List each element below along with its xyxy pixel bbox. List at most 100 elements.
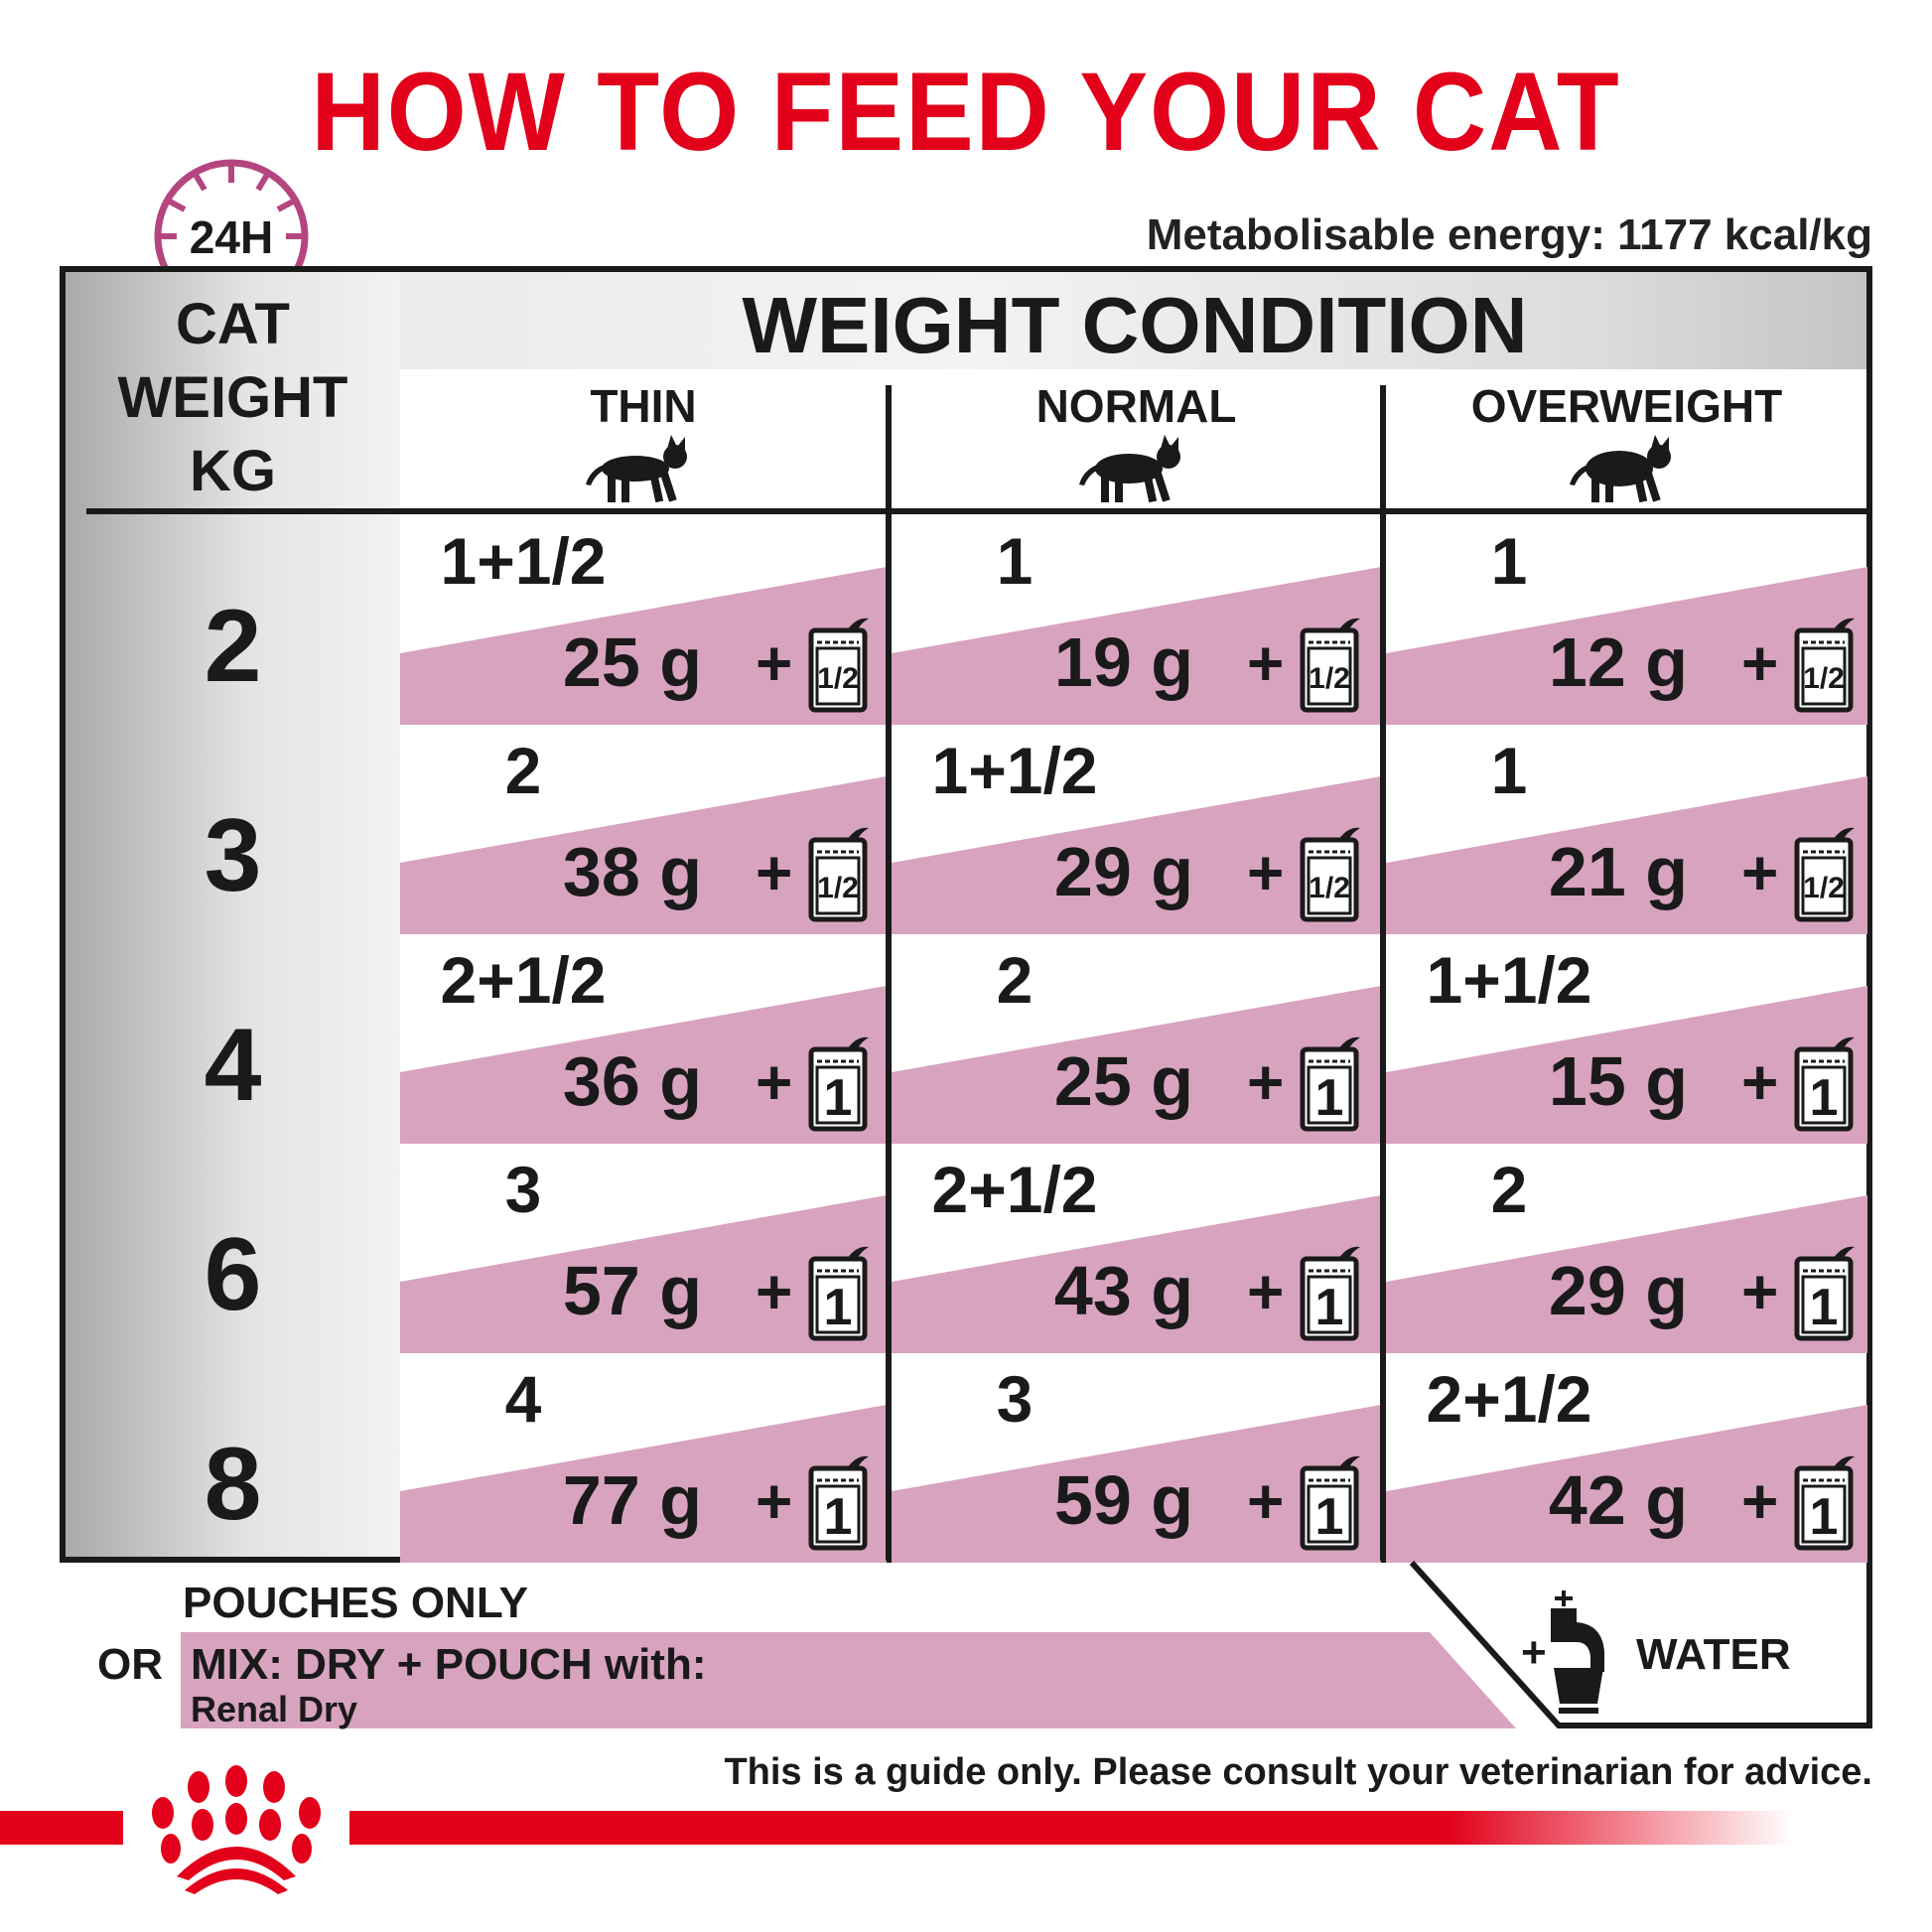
dry-grams: 77 g [562,1461,702,1539]
pouch-count: 4 [504,1362,542,1436]
svg-text:1/2: 1/2 [1803,662,1845,695]
pouch-icon: 1/2 [808,618,869,713]
clock-label: 24H [189,211,274,263]
svg-text:1: 1 [824,1279,853,1336]
pouch-icon: 1 [808,1455,869,1551]
table-cell: 1 21 g + 1/2 [1386,725,1867,934]
pouch-icon: 1/2 [1794,827,1855,922]
dry-grams: 57 g [562,1252,702,1329]
dry-grams: 43 g [1053,1252,1193,1329]
pink-band [892,776,1381,934]
table-cell: 2+1/2 42 g + 1 [1386,1353,1867,1563]
table-cell: 1 19 g + 1/2 [892,515,1381,725]
dry-grams: 25 g [1053,1042,1193,1120]
table-cell: 2 38 g + 1/2 [400,725,887,934]
cat-silhouette-icon [1569,435,1671,503]
table-cell: 2+1/2 36 g + 1 [400,934,887,1144]
pink-band [1386,1405,1867,1563]
plus-sign: + [1247,1046,1285,1118]
dry-grams: 42 g [1548,1461,1688,1539]
pouch-count: 1+1/2 [931,734,1098,807]
pink-band [892,986,1381,1144]
svg-text:1: 1 [1315,1069,1344,1127]
or-label: OR [97,1640,163,1689]
pouch-count: 1 [1490,524,1528,598]
metabolisable-energy: Metabolisable energy: 1177 kcal/kg [1146,210,1872,259]
pink-band [1386,776,1867,934]
column-header-overweight: OVERWEIGHT [1386,379,1867,515]
svg-text:1: 1 [1315,1279,1344,1336]
pouch-icon: 1 [808,1036,869,1132]
svg-text:1/2: 1/2 [1803,872,1845,904]
pouch-count: 2 [504,734,542,807]
pouch-icon: 1 [1794,1036,1855,1132]
table-cell: 2 25 g + 1 [892,934,1381,1144]
pouch-count: 2+1/2 [440,943,607,1017]
cat-silhouette-icon [586,435,687,503]
pink-band [892,567,1381,725]
disclaimer: This is a guide only. Please consult you… [724,1751,1872,1793]
plus-sign: + [1247,627,1285,699]
pink-band [1386,1195,1867,1353]
pouch-count: 2+1/2 [931,1153,1098,1226]
dry-grams: 59 g [1053,1461,1193,1539]
svg-text:1/2: 1/2 [817,662,859,695]
svg-text:1/2: 1/2 [1309,872,1350,904]
pink-band [892,1405,1381,1563]
pouch-count: 1 [996,524,1034,598]
mix-product: Renal Dry [191,1689,358,1729]
dry-grams: 38 g [562,833,702,910]
weight-header-line: KG [190,439,276,503]
weight-header-line: WEIGHT [117,365,348,430]
pouch-icon: 1 [808,1246,869,1341]
dry-grams: 21 g [1548,833,1688,910]
pouch-count: 1 [1490,734,1528,807]
table-cell: 4 77 g + 1 [400,1353,887,1563]
pouch-count: 1+1/2 [1426,943,1592,1017]
table-cell: 2+1/2 43 g + 1 [892,1144,1381,1353]
svg-text:1: 1 [1810,1488,1839,1546]
svg-text:1/2: 1/2 [817,872,859,904]
plus-sign: + [756,627,793,699]
water-label: WATER [1636,1630,1791,1679]
page-title: HOW TO FEED YOUR CAT [311,50,1621,174]
svg-text:1: 1 [1315,1488,1344,1546]
column-header-normal: NORMAL [892,379,1381,515]
column-header-thin: THIN [400,379,887,515]
pouch-icon: 1 [1300,1455,1360,1551]
plus-sign: + [1741,1465,1779,1537]
pouch-count: 2+1/2 [1426,1362,1592,1436]
pink-band [400,1195,887,1353]
plus-sign: + [756,837,793,908]
pouch-icon: 1 [1794,1455,1855,1551]
plus-sign: + [1741,1046,1779,1118]
table-cell: 1+1/2 15 g + 1 [1386,934,1867,1144]
water-tap-bowl-icon [1551,1590,1604,1714]
dry-grams: 36 g [562,1042,702,1120]
svg-text:1: 1 [1810,1069,1839,1127]
mix-label: MIX: DRY + POUCH with: [191,1640,707,1689]
dry-grams: 25 g [562,623,702,701]
weight-value: 6 [204,1217,262,1332]
weight-header-line: CAT [176,292,290,356]
plus-sign: + [1741,837,1779,908]
table-cell: 1 12 g + 1/2 [1386,515,1867,725]
pouch-count: 2 [1490,1153,1528,1226]
pouch-icon: 1/2 [1300,827,1360,922]
svg-text:1: 1 [1810,1279,1839,1336]
column-label: NORMAL [1035,380,1237,432]
pouch-count: 3 [996,1362,1034,1436]
pink-band [892,1195,1381,1353]
column-label: THIN [590,380,697,432]
pouch-count: 1+1/2 [440,524,607,598]
pouch-icon: 1 [1794,1246,1855,1341]
pouch-icon: 1/2 [1300,618,1360,713]
pink-band [1386,986,1867,1144]
pouch-icon: 1 [1300,1246,1360,1341]
plus-sign: + [1741,627,1779,699]
table-cell: 3 57 g + 1 [400,1144,887,1353]
dry-grams: 19 g [1053,623,1193,701]
table-cell: 3 59 g + 1 [892,1353,1381,1563]
pink-band [400,567,887,725]
